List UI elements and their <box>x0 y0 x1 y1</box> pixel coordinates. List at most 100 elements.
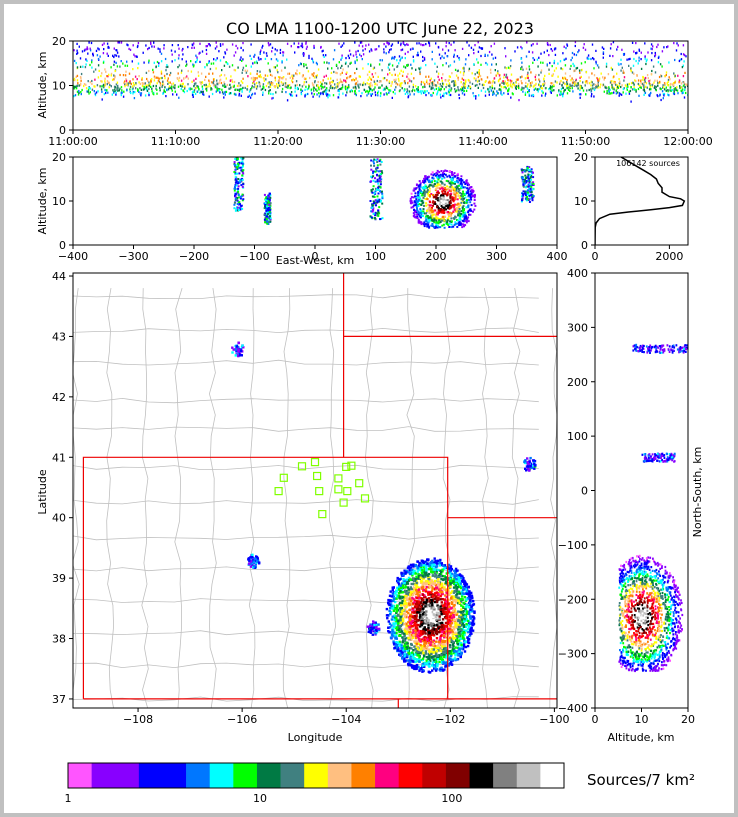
eastwest-density-cell <box>522 182 525 185</box>
time-density-cell <box>186 89 188 93</box>
time-density-cell <box>383 77 386 80</box>
time-density-cell <box>180 71 183 74</box>
eastwest-density-cell <box>427 221 430 224</box>
time-density-cell <box>385 85 388 88</box>
eastwest-density-cell <box>431 214 434 217</box>
figure-title: CO LMA 1100-1200 UTC June 22, 2023 <box>226 19 534 38</box>
time-density-cell <box>202 90 204 93</box>
time-density-cell <box>371 73 373 76</box>
eastwest-density-cell <box>240 169 243 172</box>
time-density-cell <box>102 85 105 89</box>
histogram-ytick-label: 0 <box>581 239 588 252</box>
eastwest-density-cell <box>438 220 440 223</box>
eastwest-ytick-label: 20 <box>52 151 66 164</box>
time-density-cell <box>448 82 451 85</box>
time-density-cell <box>233 68 235 72</box>
time-density-cell <box>213 79 215 82</box>
eastwest-density-cell <box>241 171 244 174</box>
time-density-cell <box>201 87 204 90</box>
eastwest-density-cell <box>381 195 384 198</box>
time-density-cell <box>559 60 562 63</box>
time-density-cell <box>114 76 116 79</box>
time-density-cell <box>287 72 289 75</box>
map-density-cell <box>432 639 435 642</box>
time-density-cell <box>455 74 458 77</box>
time-density-cell <box>469 85 471 88</box>
time-density-cell <box>291 81 294 84</box>
eastwest-xtick-label: 400 <box>547 250 568 263</box>
time-density-cell <box>628 58 630 61</box>
time-density-cell <box>611 80 613 83</box>
time-density-cell <box>113 91 115 94</box>
time-density-cell <box>678 81 680 84</box>
map-density-cell <box>406 586 409 589</box>
time-density-cell <box>513 84 516 87</box>
time-density-cell <box>242 42 244 45</box>
time-density-cell <box>242 68 244 72</box>
time-density-cell <box>141 77 143 80</box>
time-density-cell <box>521 66 523 69</box>
eastwest-density-cell <box>421 212 424 215</box>
time-density-cell <box>553 59 556 62</box>
eastwest-density-cell <box>241 160 244 163</box>
map-density-cell <box>439 573 443 576</box>
time-density-cell <box>164 86 166 89</box>
time-density-cell <box>521 47 523 50</box>
time-density-cell <box>238 89 241 92</box>
time-density-cell <box>551 89 553 92</box>
time-density-cell <box>605 86 608 90</box>
time-density-cell <box>475 97 477 100</box>
time-density-cell <box>510 59 512 62</box>
time-density-cell <box>512 93 514 96</box>
eastwest-density-cell <box>459 223 462 226</box>
time-density-cell <box>164 90 166 93</box>
time-density-cell <box>75 62 77 65</box>
time-density-cell <box>661 50 664 53</box>
time-density-cell <box>104 80 106 83</box>
eastwest-density-cell <box>376 178 379 181</box>
time-density-cell <box>349 90 351 93</box>
eastwest-density-cell <box>235 158 238 161</box>
eastwest-density-cell <box>466 182 469 185</box>
time-density-cell <box>475 77 477 80</box>
time-density-cell <box>185 64 187 67</box>
time-density-cell <box>228 87 230 90</box>
time-density-cell <box>431 87 433 90</box>
time-density-cell <box>586 89 588 92</box>
time-density-cell <box>221 91 224 94</box>
time-density-cell <box>409 79 411 82</box>
time-density-cell <box>573 53 575 56</box>
time-density-cell <box>293 42 295 45</box>
time-density-cell <box>503 73 506 76</box>
time-density-cell <box>329 81 331 84</box>
time-density-cell <box>643 88 645 91</box>
time-density-cell <box>673 87 676 90</box>
time-density-cell <box>373 88 375 91</box>
map-density-cell <box>407 576 411 580</box>
time-density-cell <box>148 94 150 97</box>
time-density-cell <box>491 84 493 87</box>
time-density-cell <box>539 80 541 83</box>
time-density-cell <box>583 43 585 46</box>
time-density-cell <box>593 88 596 92</box>
time-density-cell <box>414 89 416 92</box>
time-density-cell <box>545 92 547 95</box>
time-density-cell <box>211 92 214 96</box>
map-density-cell <box>437 562 440 565</box>
eastwest-density-cell <box>436 211 439 214</box>
time-density-cell <box>316 84 319 87</box>
time-density-cell <box>510 81 512 84</box>
time-density-cell <box>343 79 345 82</box>
time-density-cell <box>74 79 76 82</box>
time-density-cell <box>271 46 274 49</box>
time-density-cell <box>657 43 659 46</box>
map-density-cell <box>454 567 458 571</box>
eastwest-density-cell <box>448 174 451 177</box>
time-density-cell <box>99 85 101 88</box>
time-density-cell <box>602 84 604 87</box>
time-density-cell <box>160 72 163 75</box>
time-density-cell <box>94 94 97 97</box>
time-density-cell <box>333 49 336 52</box>
time-density-cell <box>440 85 442 88</box>
time-density-cell <box>328 93 330 97</box>
